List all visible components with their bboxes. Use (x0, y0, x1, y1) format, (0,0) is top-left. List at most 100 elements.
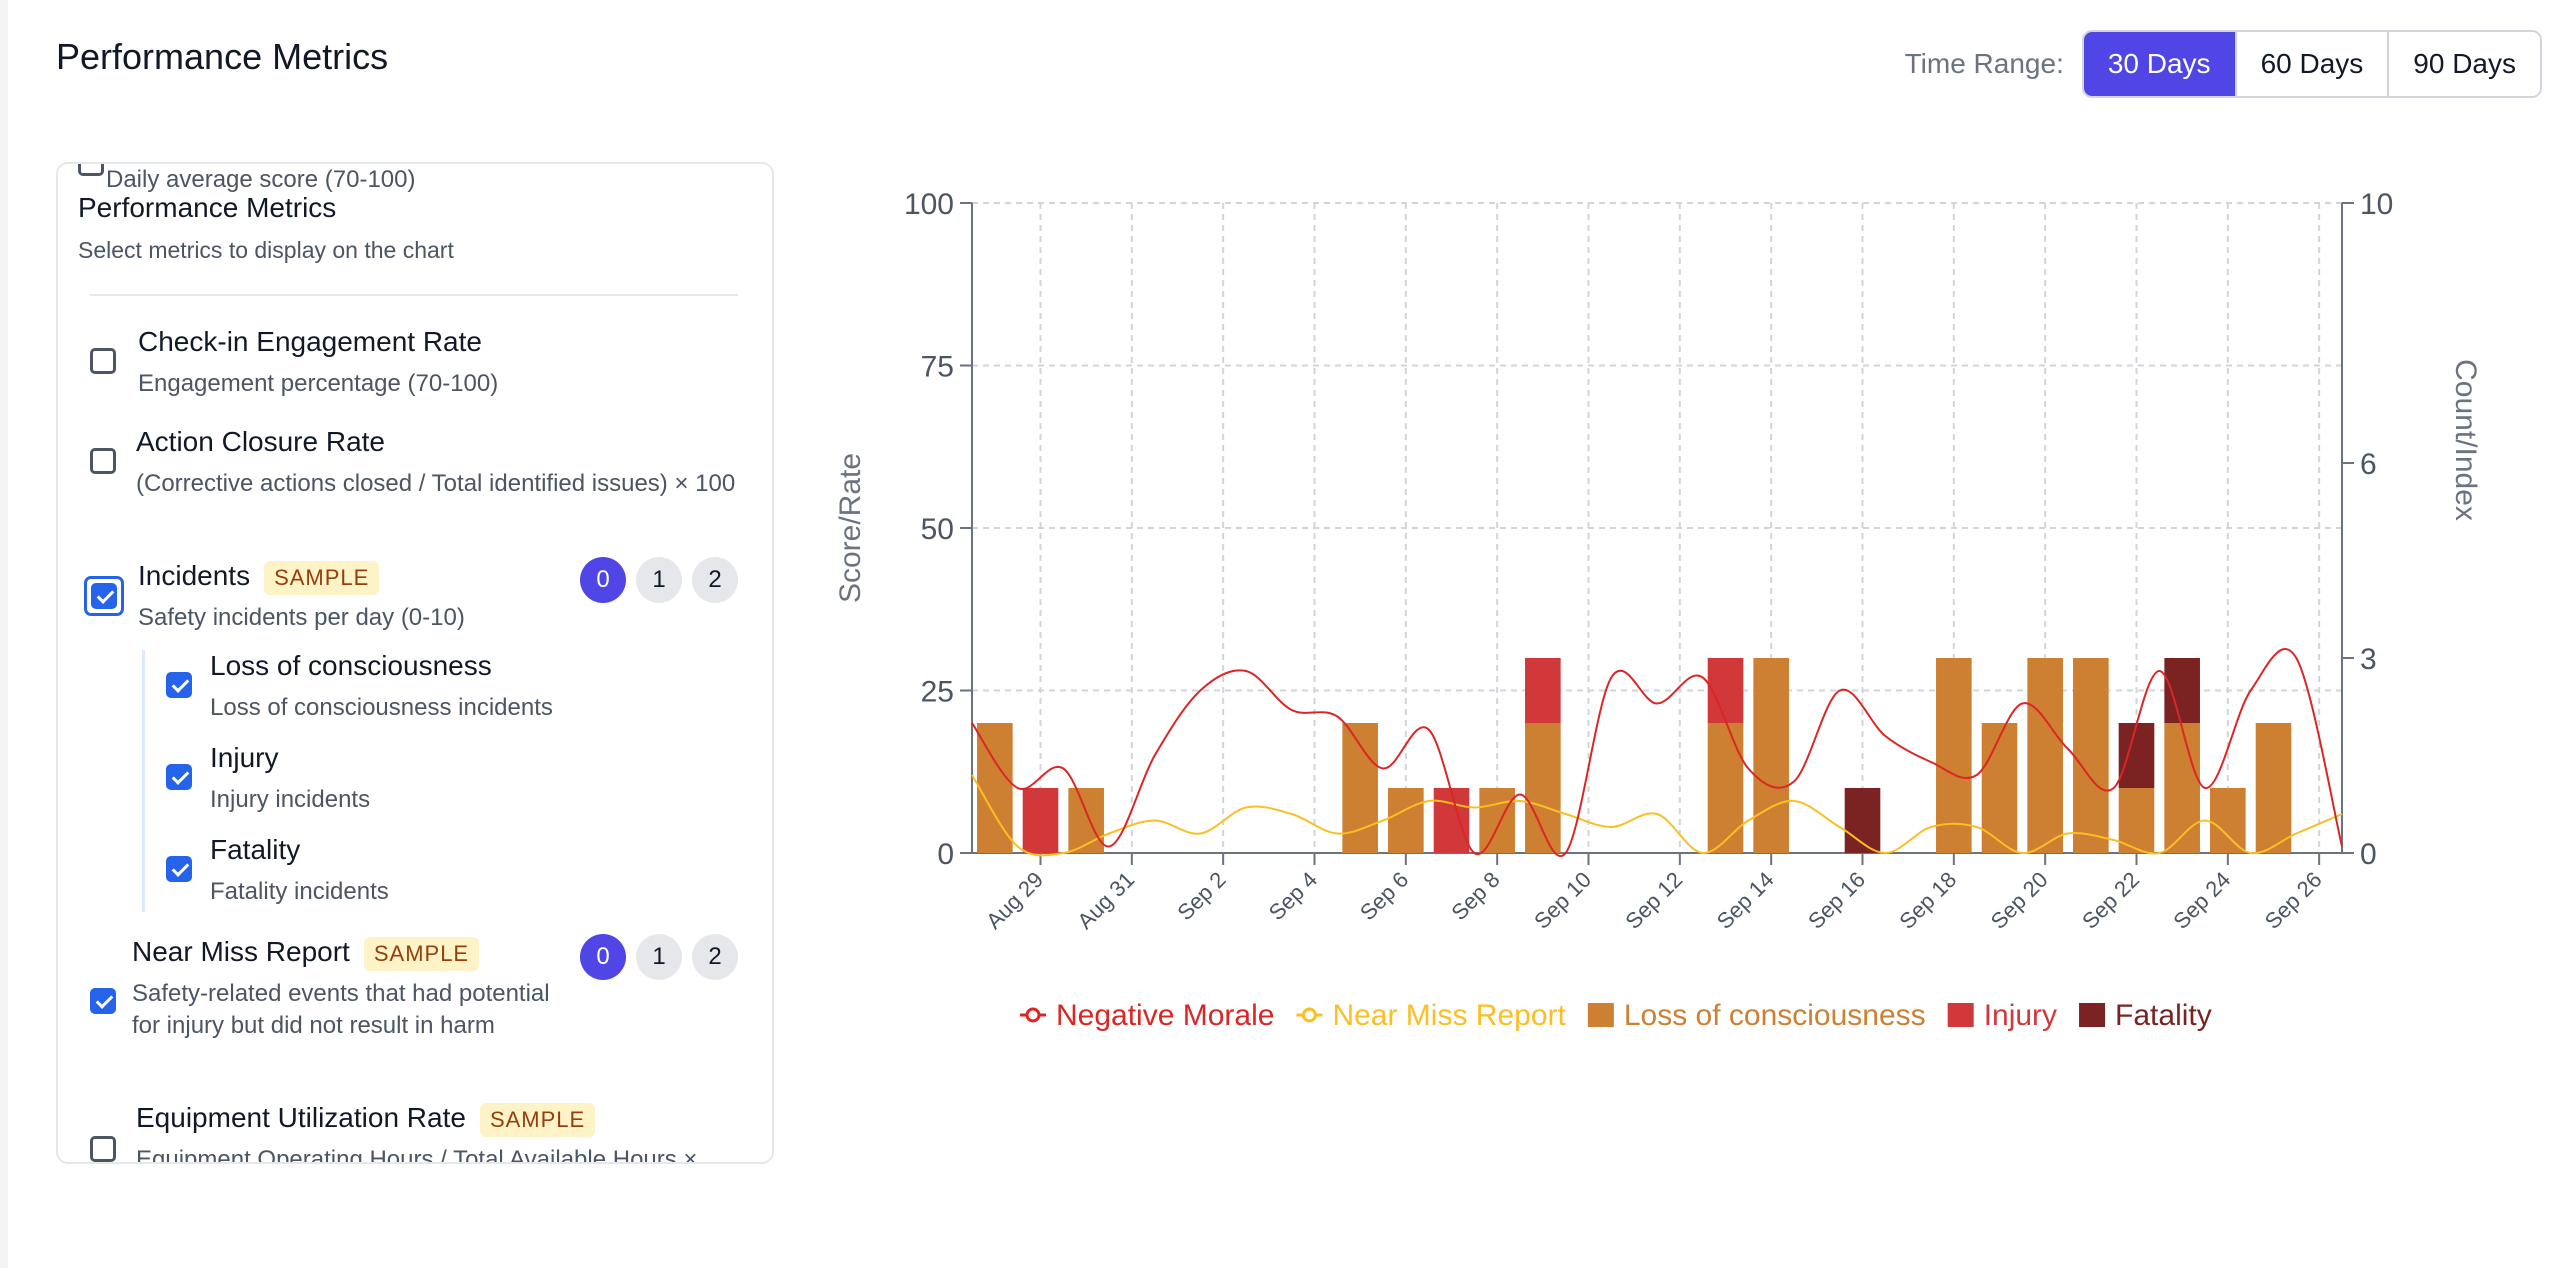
near-miss-report-title: Near Miss Report SAMPLE (132, 936, 480, 971)
check-in-engagement-checkbox[interactable] (90, 348, 116, 374)
action-closure-description: (Corrective actions closed / Total ident… (136, 470, 736, 497)
range-60-days-button[interactable]: 60 Days (2234, 32, 2388, 96)
bar-injury (1525, 658, 1561, 723)
incidents-level-1-chip[interactable]: 1 (636, 557, 682, 603)
bar-loss-of-consciousness (1388, 788, 1424, 853)
time-range-button-group: 30 Days 60 Days 90 Days (2081, 30, 2542, 98)
incidents-level-2-chip[interactable]: 2 (692, 557, 738, 603)
loss-of-consciousness-description: Loss of consciousness incidents (210, 694, 553, 721)
bar-loss-of-consciousness (2073, 658, 2109, 853)
incidents-submetric-guide (142, 650, 145, 912)
line-negative-morale (971, 648, 2343, 858)
legend-label: Loss of consciousness (1624, 999, 1926, 1032)
x-axis-tick-label: Sep 14 (1712, 867, 1779, 934)
equipment-utilization-title-text: Equipment Utilization Rate (136, 1102, 466, 1133)
legend-box-swatch (1587, 1003, 1614, 1027)
incidents-checkbox-focus-ring (84, 576, 124, 616)
bar-injury (1433, 788, 1470, 853)
near-miss-level-0-chip[interactable]: 0 (580, 934, 626, 980)
fatality-description: Fatality incidents (210, 878, 389, 905)
legend-label: Injury (1984, 999, 2057, 1032)
loss-of-consciousness-checkbox[interactable] (166, 672, 192, 698)
bar-loss-of-consciousness (2118, 788, 2155, 853)
near-miss-report-sample-badge: SAMPLE (363, 936, 480, 971)
line-near-miss-report (971, 774, 2343, 857)
action-closure-checkbox[interactable] (90, 448, 116, 474)
bar-injury (1707, 658, 1744, 723)
x-axis-tick-label: Sep 22 (2077, 867, 2144, 934)
action-closure-title: Action Closure Rate (136, 426, 386, 457)
x-axis-tick-label: Sep 18 (1894, 867, 1961, 934)
near-miss-report-checkbox[interactable] (90, 988, 116, 1014)
bar-loss-of-consciousness (1981, 723, 2018, 853)
incidents-sample-badge: SAMPLE (264, 560, 380, 595)
previous-metric-checkbox[interactable] (78, 164, 104, 176)
x-axis-tick-label: Sep 10 (1529, 867, 1596, 934)
right-axis-tick-label: 0 (2360, 838, 2377, 871)
check-in-engagement-description: Engagement percentage (70-100) (138, 370, 499, 397)
legend-box-swatch (2079, 1003, 2106, 1027)
bar-loss-of-consciousness (1479, 788, 1515, 853)
bar-loss-of-consciousness (977, 723, 1013, 853)
incidents-description: Safety incidents per day (0-10) (138, 604, 465, 631)
right-axis-title: Count/Index (2449, 359, 2482, 521)
x-axis-tick-label: Aug 29 (981, 867, 1048, 934)
x-axis-tick-label: Sep 6 (1355, 867, 1413, 925)
injury-title: Injury (210, 742, 279, 773)
bar-loss-of-consciousness (2164, 723, 2200, 853)
x-axis-tick-label: Sep 20 (1986, 867, 2053, 934)
incidents-title: Incidents SAMPLE (138, 560, 380, 595)
x-axis-tick-label: Sep 12 (1620, 867, 1687, 934)
x-axis-tick-label: Sep 24 (2168, 867, 2235, 934)
x-axis-tick-label: Sep 26 (2260, 867, 2327, 934)
previous-metric-description: Daily average score (70-100) (106, 166, 416, 193)
x-axis-tick-label: Sep 16 (1803, 867, 1870, 934)
time-range-selector: Time Range: 30 Days 60 Days 90 Days (1905, 30, 2542, 98)
incidents-level-0-chip[interactable]: 0 (580, 557, 626, 603)
panel-header-divider (90, 294, 738, 296)
bar-loss-of-consciousness (2027, 658, 2063, 853)
x-axis-tick-label: Sep 8 (1446, 867, 1504, 925)
panel-header-title: Performance Metrics (78, 192, 337, 223)
x-axis-tick-label: Sep 2 (1172, 867, 1230, 925)
bar-loss-of-consciousness (1936, 658, 1972, 853)
right-axis-tick-label: 3 (2360, 643, 2377, 676)
equipment-utilization-title: Equipment Utilization Rate SAMPLE (136, 1102, 596, 1137)
near-miss-report-description: Safety-related events that had potential… (132, 980, 550, 1039)
right-axis-tick-label: 10 (2360, 188, 2393, 221)
bar-injury (1022, 788, 1059, 853)
equipment-utilization-sample-badge: SAMPLE (479, 1102, 596, 1137)
fatality-checkbox[interactable] (166, 856, 192, 882)
legend-marker (1025, 1007, 1041, 1023)
range-30-days-button[interactable]: 30 Days (2083, 32, 2235, 96)
right-axis-tick-label: 6 (2360, 448, 2377, 481)
near-miss-report-title-text: Near Miss Report (132, 936, 350, 967)
near-miss-level-2-chip[interactable]: 2 (692, 934, 738, 980)
left-axis-tick-label: 75 (921, 351, 954, 384)
panel-header: Performance Metrics Select metrics to di… (58, 192, 772, 306)
metrics-panel[interactable]: Daily average score (70-100) Performance… (56, 162, 774, 1164)
legend-marker (1301, 1007, 1317, 1023)
incidents-checkbox[interactable] (91, 583, 117, 609)
range-90-days-button[interactable]: 90 Days (2387, 32, 2540, 96)
injury-checkbox[interactable] (166, 764, 192, 790)
left-axis-tick-label: 50 (921, 513, 954, 546)
check-in-engagement-title: Check-in Engagement Rate (138, 326, 482, 357)
bar-loss-of-consciousness (2210, 788, 2246, 853)
bar-loss-of-consciousness (1753, 658, 1789, 853)
equipment-utilization-checkbox[interactable] (90, 1136, 116, 1162)
page-title: Performance Metrics (56, 36, 389, 77)
left-axis-tick-label: 25 (921, 676, 954, 709)
left-axis-tick-label: 100 (904, 188, 954, 221)
injury-description: Injury incidents (210, 786, 371, 813)
equipment-utilization-description: Equipment Operating Hours / Total Availa… (136, 1146, 698, 1164)
page-edge (0, 0, 8, 1268)
loss-of-consciousness-title: Loss of consciousness (210, 650, 492, 681)
legend-label: Fatality (2115, 999, 2212, 1032)
near-miss-level-1-chip[interactable]: 1 (636, 934, 682, 980)
bar-loss-of-consciousness (1525, 723, 1561, 853)
bar-loss-of-consciousness (2255, 723, 2292, 853)
left-axis-title: Score/Rate (834, 453, 867, 603)
time-range-label: Time Range: (1904, 48, 2064, 79)
